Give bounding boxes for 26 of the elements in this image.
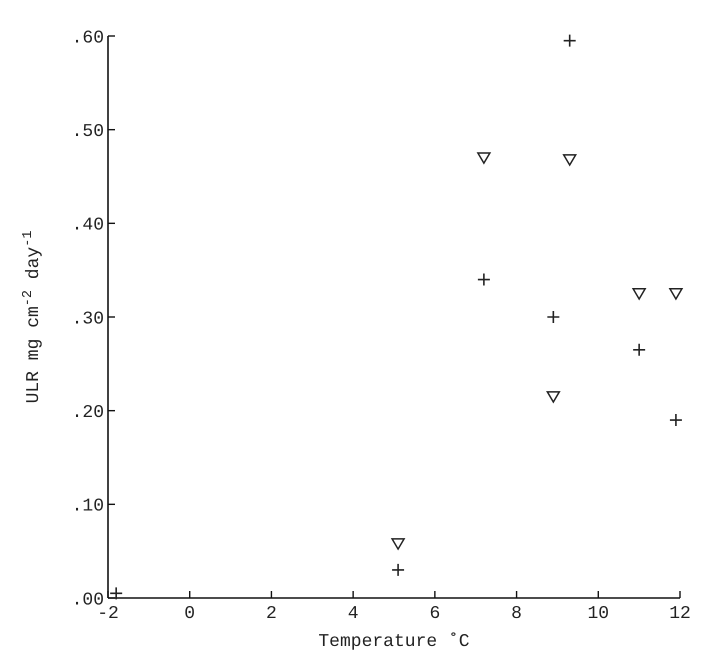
x-tick-label: 0 xyxy=(184,604,196,624)
point xyxy=(562,34,576,48)
x-tick-label: 2 xyxy=(266,604,277,624)
x-tick-label: 8 xyxy=(511,604,522,624)
x-tick-label: 10 xyxy=(587,604,610,624)
y-tick-label: .30 xyxy=(72,309,104,330)
point xyxy=(632,342,646,357)
point xyxy=(546,310,560,324)
x-tick-label: 4 xyxy=(348,604,359,624)
point xyxy=(669,288,683,300)
y-tick-label: .10 xyxy=(72,496,104,517)
point xyxy=(669,413,683,427)
point xyxy=(391,538,405,550)
y-tick-label: .50 xyxy=(72,122,104,142)
point xyxy=(477,152,491,164)
point xyxy=(632,288,646,300)
y-tick-label: .20 xyxy=(72,402,104,423)
y-tick-label: .40 xyxy=(72,216,104,236)
point xyxy=(391,563,405,577)
point xyxy=(562,154,576,166)
x-axis-title: Temperature ˚C xyxy=(318,632,470,652)
x-tick-label: 6 xyxy=(429,604,440,624)
y-tick-label: .60 xyxy=(72,28,104,48)
point xyxy=(477,272,491,286)
x-tick-label: 12 xyxy=(669,604,691,624)
point xyxy=(546,391,560,403)
